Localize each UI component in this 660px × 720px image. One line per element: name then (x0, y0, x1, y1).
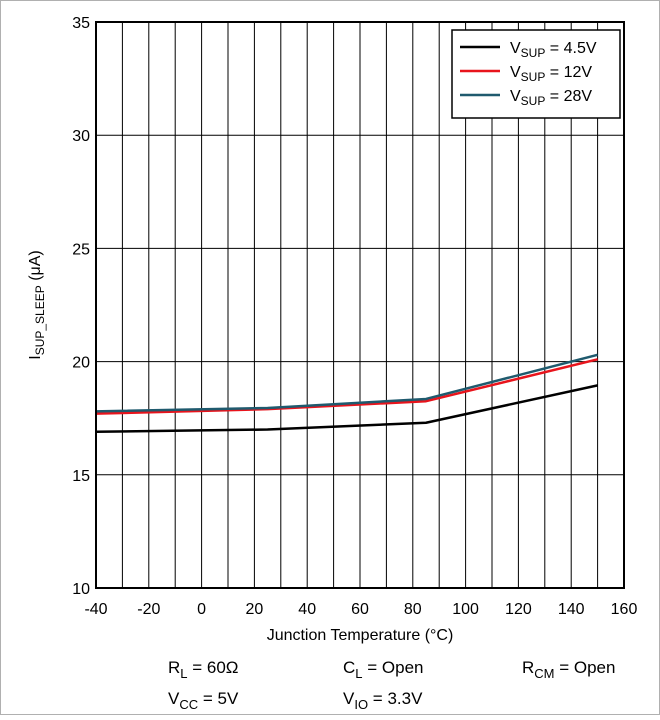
x-tick-label: -20 (137, 601, 160, 618)
series-lines (95, 353, 598, 434)
x-tick-label: 100 (452, 601, 479, 618)
legend-label: VSUP = 4.5V (510, 40, 597, 60)
plot-area-border (95, 21, 625, 589)
y-tick-label: 30 (72, 128, 90, 145)
x-tick-label: 40 (298, 601, 316, 618)
y-tick-label: 25 (72, 241, 90, 258)
condition-vio: VIO = 3.3V (343, 689, 423, 712)
y-axis-title: ISUP_SLEEP (μA) (27, 250, 47, 360)
test-conditions: RL = 60Ω CL = Open RCM = Open VCC = 5V V… (168, 658, 615, 712)
legend-label: VSUP = 12V (510, 64, 592, 84)
x-tick-label: 20 (246, 601, 264, 618)
x-tick-label: 160 (611, 601, 638, 618)
y-tick-label: 10 (72, 581, 90, 598)
x-tick-label: -40 (84, 601, 107, 618)
tick-labels: -40 -20 0 20 40 60 80 100 120 140 160 10 15 20 25 30 35 (72, 15, 637, 618)
y-tick-label: 20 (72, 355, 90, 372)
condition-rl: RL = 60Ω (168, 658, 239, 681)
y-tick-label: 15 (72, 468, 90, 485)
x-tick-label: 80 (404, 601, 422, 618)
x-axis-title: Junction Temperature (°C) (267, 627, 454, 644)
series-line-2 (95, 358, 598, 415)
series-line-3 (95, 353, 598, 413)
condition-vcc: VCC = 5V (168, 689, 239, 712)
y-tick-label: 35 (72, 15, 90, 32)
series-line-1 (95, 384, 598, 434)
condition-cl: CL = Open (343, 658, 423, 681)
legend: VSUP = 4.5V VSUP = 12V VSUP = 28V (451, 29, 621, 119)
legend-label: VSUP = 28V (510, 88, 592, 108)
x-tick-label: 140 (558, 601, 585, 618)
x-tick-label: 0 (197, 601, 206, 618)
x-tick-label: 60 (351, 601, 369, 618)
condition-rcm: RCM = Open (522, 658, 615, 681)
legend-box (451, 29, 621, 119)
x-tick-label: 120 (505, 601, 532, 618)
